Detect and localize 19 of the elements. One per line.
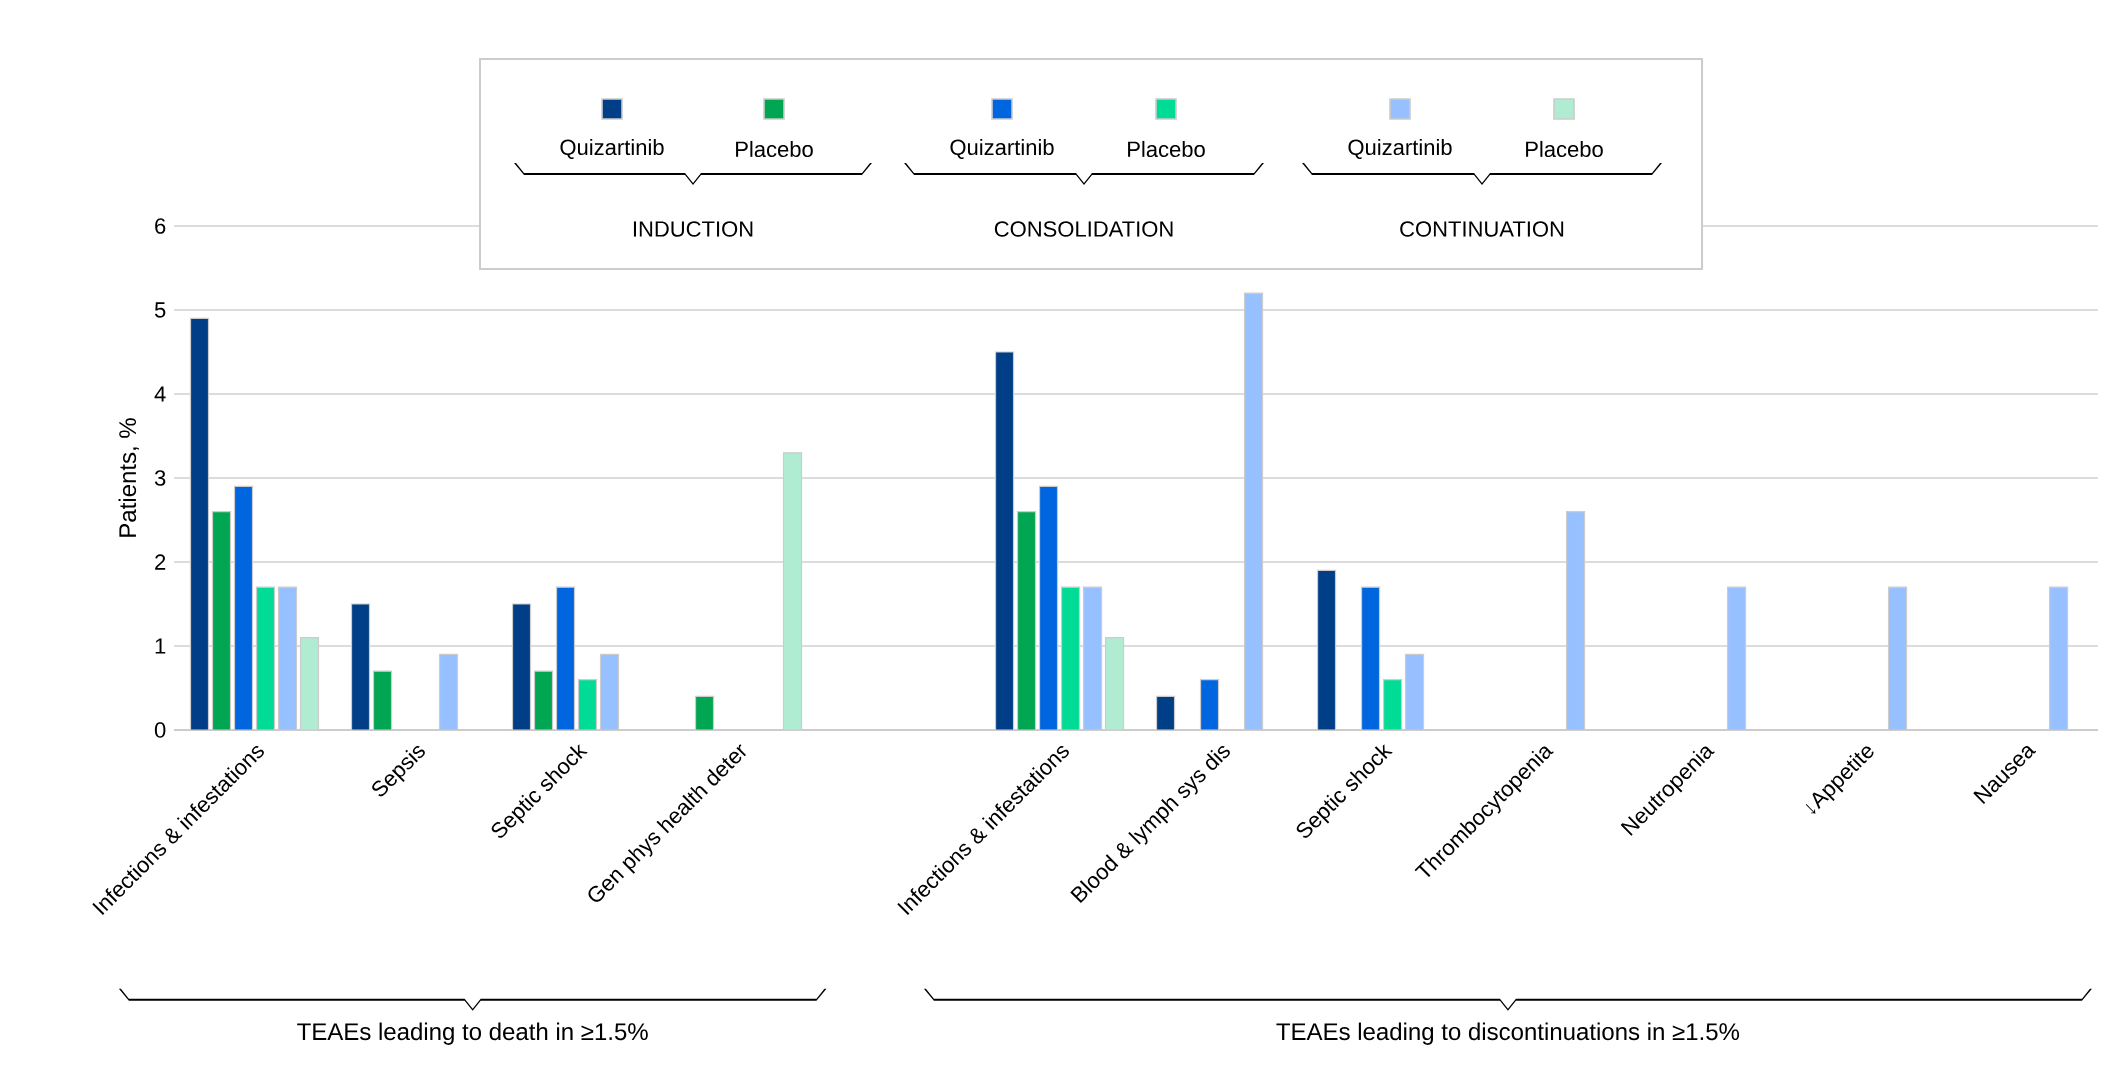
legend-label: Quizartinib (950, 138, 1054, 160)
annotation: CONTINUATION (1400, 221, 1564, 237)
legend-label: Placebo (1128, 140, 1205, 158)
y-tick-label: 5 (154, 302, 166, 318)
y-tick-label: 0 (154, 722, 166, 738)
y-tick-label: 6 (155, 218, 166, 234)
y-axis-title: Patients, % (118, 418, 139, 537)
legend-label: Quizartinib (560, 138, 664, 160)
y-tick-label: 2 (155, 554, 166, 570)
legend-label: Placebo (1526, 140, 1603, 158)
y-tick-label: 3 (154, 470, 166, 486)
text: TEAEs leading to discontinuations in ≥1.5% (1276, 1022, 1740, 1045)
legend-label: Placebo (736, 140, 813, 158)
annotation: INDUCTION (633, 221, 753, 237)
legend-label: Quizartinib (1348, 138, 1452, 160)
y-tick-label: 4 (154, 386, 166, 402)
annotation: CONSOLIDATION (994, 221, 1173, 237)
text: TEAEs leading to death in ≥1.5% (297, 1022, 648, 1045)
y-tick-label: 1 (155, 638, 166, 654)
